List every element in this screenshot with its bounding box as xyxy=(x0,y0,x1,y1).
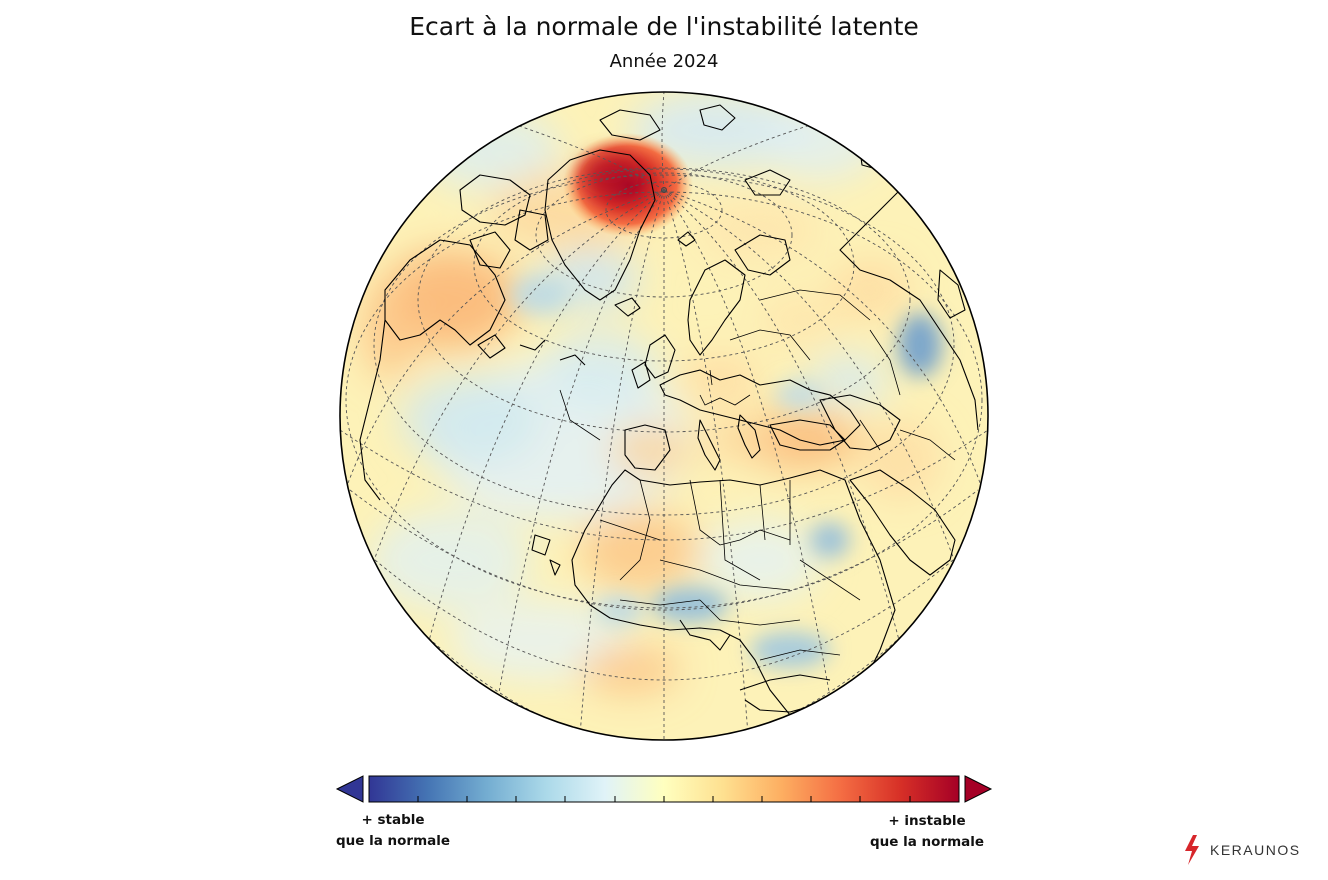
stable-line2: que la normale xyxy=(335,833,451,849)
country-borders xyxy=(559,289,956,661)
globe-outline xyxy=(339,91,989,741)
map-subtitle: Année 2024 xyxy=(609,51,719,72)
graticule xyxy=(340,92,988,740)
stable-line1: + stable xyxy=(361,812,425,828)
keraunos-logo: KERAUNOS xyxy=(1182,834,1312,866)
brand-name: KERAUNOS xyxy=(1210,842,1301,858)
lightning-bolt-icon xyxy=(1185,835,1199,865)
colorbar xyxy=(335,775,993,803)
colorbar-label-unstable: + instable que la normale xyxy=(852,811,1002,853)
colorbar-ticks xyxy=(417,796,911,802)
map-title: Ecart à la normale de l'instabilité late… xyxy=(409,12,919,41)
unstable-line1: + instable xyxy=(888,813,966,829)
unstable-line2: que la normale xyxy=(869,834,985,850)
north-pole-marker xyxy=(661,187,667,193)
colorbar-label-stable: + stable que la normale xyxy=(318,810,468,852)
colorbar-low-extension xyxy=(335,775,364,803)
colorbar-high-extension xyxy=(964,775,993,803)
